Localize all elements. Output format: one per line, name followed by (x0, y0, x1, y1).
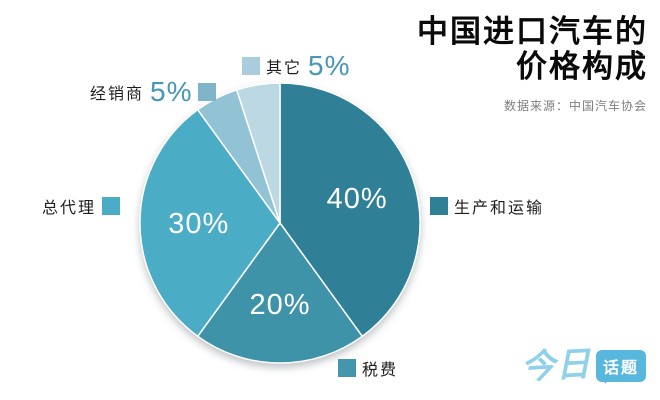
pie-slice-生产和运输 (279, 82, 421, 338)
legend-swatch-zongdaili-icon (102, 197, 121, 215)
pie-value-label-生产和运输: 40% (327, 183, 388, 215)
legend-swatch-jingxiaoshang-icon (198, 83, 217, 101)
logo-script-text: 今日 (520, 345, 592, 387)
legend-item-shengchanheyunshu: 生产和运输 (430, 194, 544, 218)
page-title: 中国进口汽车的 价格构成 (417, 14, 648, 84)
legend-item-jingxiaoshang: 经销商 5% (90, 76, 217, 108)
brand-logo: 今日 话题 (520, 345, 647, 387)
legend-item-shuifei: 税费 (338, 356, 398, 380)
legend-swatch-shengchanheyunshu-icon (430, 197, 448, 215)
legend-label-jingxiaoshang: 经销商 (90, 86, 145, 103)
data-source-note: 数据来源：中国汽车协会 (503, 99, 647, 113)
logo-speech-bubble: 话题 (596, 350, 647, 384)
legend-swatch-shuifei-icon (338, 359, 356, 377)
legend-pct-qita: 5% (308, 50, 351, 81)
pie-value-label-税费: 20% (249, 289, 310, 321)
legend-label-qita: 其它 (266, 60, 303, 77)
pie-slice-总代理 (139, 108, 281, 338)
legend-item-zongdaili: 总代理 (42, 194, 121, 218)
legend-label-shuifei: 税费 (362, 362, 399, 379)
legend-swatch-qita-icon (242, 57, 260, 75)
pie-slice-其它 (235, 82, 281, 224)
page-title-line2: 价格构成 (516, 49, 648, 84)
legend-pct-jingxiaoshang: 5% (150, 76, 193, 107)
page-title-line1: 中国进口汽车的 (417, 14, 648, 49)
pie-value-label-总代理: 30% (168, 208, 229, 240)
pie-slice-税费 (196, 221, 364, 364)
legend-label-zongdaili: 总代理 (42, 200, 97, 217)
legend-label-shengchanheyunshu: 生产和运输 (454, 200, 545, 217)
legend-item-qita: 其它 5% (242, 50, 350, 82)
